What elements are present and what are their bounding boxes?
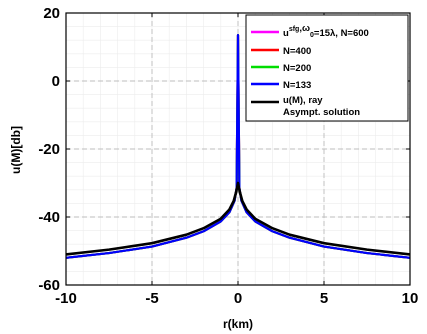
legend-label-series-5-line-2: Asympt. solution bbox=[283, 107, 360, 118]
y-tick-label: 0 bbox=[52, 73, 60, 90]
x-tick-label: -5 bbox=[145, 290, 158, 307]
legend-label-series-1-base: u bbox=[283, 28, 289, 39]
x-tick-labels: -10 -5 0 5 10 bbox=[55, 290, 418, 307]
ticks bbox=[65, 12, 411, 286]
legend-label-series-1: usfg,ω0=15λ, N=600 bbox=[283, 23, 369, 39]
series-line-4 bbox=[65, 33, 411, 259]
legend-label-series-5-line-1: u(M), ray bbox=[283, 95, 323, 106]
x-axis-label: r(km) bbox=[223, 317, 253, 331]
y-tick-label: 20 bbox=[43, 5, 60, 22]
x-tick-label: 5 bbox=[320, 290, 328, 307]
x-tick-label: 0 bbox=[234, 290, 242, 307]
legend-label-series-4: N=133 bbox=[283, 80, 311, 91]
legend-label-series-1-mid: ,ω bbox=[299, 23, 310, 34]
legend-label-series-1-sub: 0 bbox=[310, 32, 314, 39]
x-tick-label: -10 bbox=[55, 290, 77, 307]
legend-label-series-3: N=200 bbox=[283, 63, 311, 74]
y-tick-label: -40 bbox=[38, 209, 60, 226]
legend-label-series-2: N=400 bbox=[283, 46, 311, 57]
legend-label-series-1-sup: sfg bbox=[289, 26, 300, 33]
y-tick-label: -20 bbox=[38, 141, 60, 158]
y-tick-label: -60 bbox=[38, 277, 60, 294]
legend-label-series-1-tail: =15λ, N=600 bbox=[314, 28, 369, 39]
series-line-5 bbox=[65, 181, 411, 256]
legend: usfg,ω0=15λ, N=600 N=400 N=200 N=133 u(M… bbox=[245, 14, 409, 122]
x-tick-label: 10 bbox=[402, 290, 419, 307]
y-tick-labels: -60 -40 -20 0 20 bbox=[38, 5, 60, 294]
series-group bbox=[65, 33, 411, 259]
y-axis-label: u(M)[db] bbox=[9, 126, 23, 174]
